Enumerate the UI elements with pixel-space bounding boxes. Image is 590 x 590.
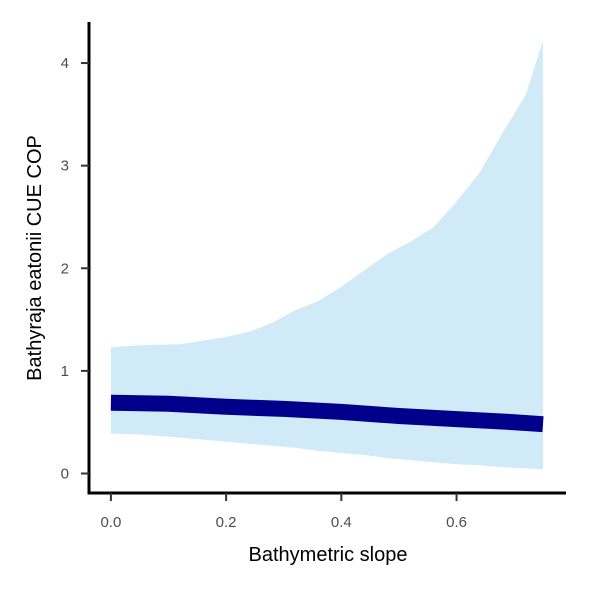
y-tick-label: 2 [61,260,69,277]
x-tick-label: 0.2 [216,514,237,531]
confidence-band [110,40,544,470]
x-tick-label: 0.4 [331,514,352,531]
x-axis-title: Bathymetric slope [249,544,408,566]
fit-line [110,394,544,433]
y-tick-label: 3 [61,158,69,175]
axes [87,22,566,495]
y-tick-label: 1 [61,363,69,380]
y-axis-title: Bathyraja eatonii CUE COP [24,135,46,381]
ticks: 0.0 0.2 0.4 0.6 0 1 2 3 4 [61,55,467,531]
y-tick-label: 4 [61,55,69,72]
plot-area [110,40,544,470]
y-tick-label: 0 [61,466,69,483]
x-tick-label: 0.0 [100,514,121,531]
x-tick-label: 0.6 [446,514,467,531]
